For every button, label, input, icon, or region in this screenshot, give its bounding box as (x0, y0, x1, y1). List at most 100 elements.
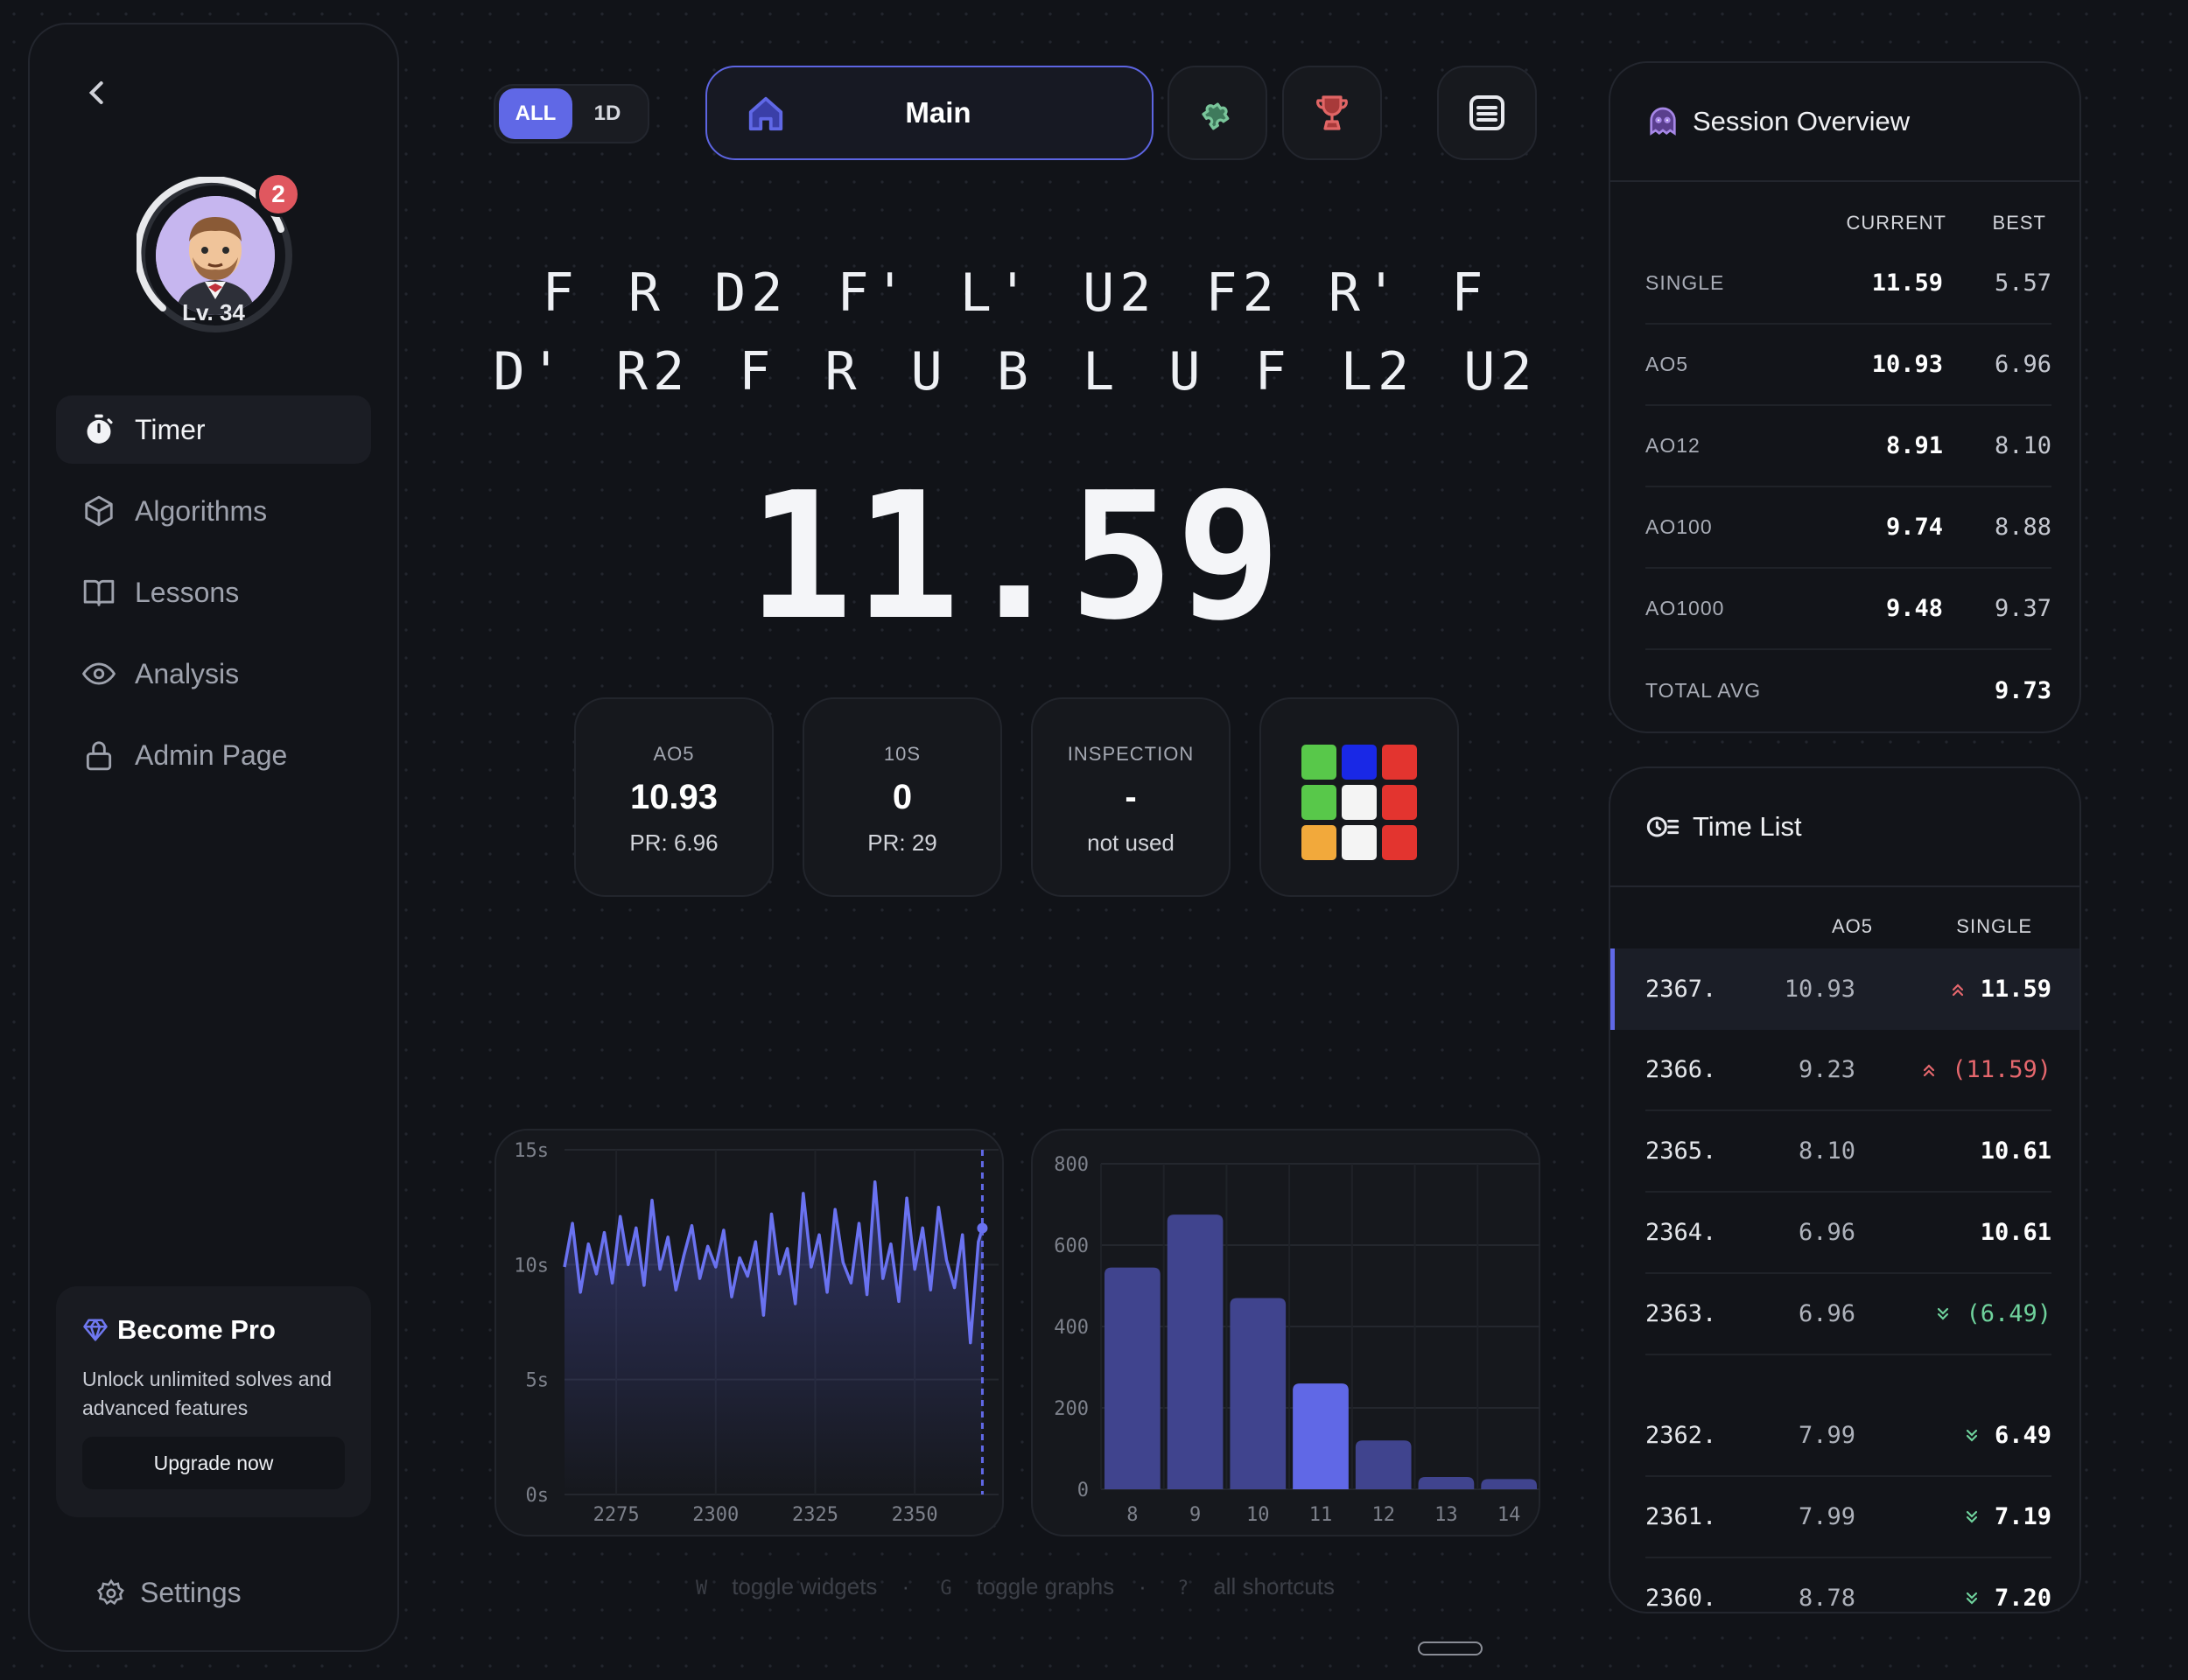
solve-single: (11.59) (1855, 1056, 2051, 1083)
y-tick-label: 15s (514, 1140, 549, 1162)
y-tick-label: 10s (514, 1255, 549, 1277)
trophy-button[interactable] (1282, 66, 1382, 160)
double-chevron-up-icon (1924, 1063, 1935, 1076)
panel-title: Session Overview (1693, 106, 1911, 136)
range-toggle: ALL 1D (494, 84, 649, 144)
gear-icon (96, 1578, 124, 1605)
x-tick-label: 2325 (792, 1504, 838, 1526)
bar (1230, 1298, 1287, 1489)
panel-header: Session Overview (1610, 63, 2079, 182)
overview-row[interactable]: SINGLE 11.59 5.57 (1645, 243, 2051, 325)
chevron-left-icon[interactable] (79, 74, 117, 112)
overview-current: 11.59 (1871, 270, 1943, 297)
x-tick-label: 11 (1309, 1504, 1333, 1526)
solve-single: 7.20 (1855, 1585, 2051, 1612)
bar (1418, 1477, 1475, 1489)
sidebar-item-lessons[interactable]: Lessons (56, 558, 371, 626)
overview-row[interactable]: TOTAL AVG 9.73 (1645, 650, 2051, 732)
avatar-level-ring[interactable] (137, 177, 294, 334)
overview-row[interactable]: AO1000 9.48 9.37 (1645, 569, 2051, 650)
upgrade-button[interactable]: Upgrade now (82, 1437, 345, 1489)
timer-display[interactable]: 11.59 (747, 455, 1284, 659)
time-list-row[interactable]: 2364. 6.96 10.61 (1645, 1193, 2051, 1274)
overview-row[interactable]: AO5 10.93 6.96 (1645, 325, 2051, 406)
solve-single-value: (11.59) (1952, 1056, 2051, 1083)
list-icon (1469, 95, 1504, 130)
cube-preview-card[interactable] (1259, 697, 1459, 897)
bar (1355, 1440, 1412, 1489)
x-tick-label: 9 (1189, 1504, 1201, 1526)
overview-best: 9.73 (1994, 677, 2051, 704)
solve-index: 2366. (1645, 1056, 1717, 1083)
stat-card-inspection: INSPECTION - not used (1031, 697, 1231, 897)
lock-icon (86, 741, 112, 771)
settings-button[interactable]: Settings (96, 1577, 242, 1609)
solve-ao5: 6.96 (1798, 1219, 1855, 1246)
time-list-row[interactable]: 2361. 7.99 7.19 (1645, 1477, 2051, 1558)
sidebar-item-algorithms[interactable]: Algorithms (56, 477, 371, 545)
bar-chart: 0 200 400 600 800 8 9 10 11 12 13 14 (1054, 1154, 1540, 1526)
sidebar-item-admin-page[interactable]: Admin Page (56, 721, 371, 789)
sidebar-item-analysis[interactable]: Analysis (56, 640, 371, 708)
home-indicator[interactable] (1418, 1642, 1483, 1656)
overview-best: 8.88 (1994, 514, 2051, 541)
y-tick-label: 0s (526, 1485, 550, 1507)
cube-sticker (1342, 785, 1377, 820)
panel-title: Time List (1693, 811, 1802, 842)
cube-sticker (1382, 745, 1417, 780)
time-list-row[interactable]: 2365. 8.10 10.61 (1645, 1111, 2051, 1193)
hint-label: toggle widgets (732, 1573, 878, 1600)
scramble-line-1: F R D2 F' L' U2 F2 R' F (542, 262, 1489, 324)
overview-best: 9.37 (1994, 595, 2051, 622)
cube-sticker (1382, 785, 1417, 820)
sidebar-item-timer[interactable]: Timer (56, 396, 371, 464)
session-selector[interactable]: Main (705, 66, 1154, 160)
overview-row[interactable]: AO100 9.74 8.88 (1645, 487, 2051, 569)
time-list-row[interactable]: 2363. 6.96 (6.49) (1645, 1274, 2051, 1355)
time-list-row[interactable]: 2362. 7.99 6.49 (1645, 1396, 2051, 1477)
menu-button[interactable] (1437, 66, 1537, 160)
overview-current: 9.48 (1885, 595, 1943, 622)
overview-metric: AO5 (1645, 353, 1689, 375)
range-1d-button[interactable]: 1D (593, 102, 621, 125)
overview-best: 8.10 (1994, 432, 2051, 459)
y-tick-label: 600 (1054, 1236, 1089, 1257)
solve-ao5: 10.93 (1784, 976, 1855, 1003)
x-tick-label: 14 (1497, 1504, 1521, 1526)
cube-sticker (1342, 825, 1377, 860)
y-tick-label: 5s (526, 1370, 550, 1392)
double-chevron-down-icon (1938, 1307, 1949, 1320)
solve-index: 2364. (1645, 1219, 1717, 1246)
double-chevron-down-icon (1966, 1510, 1978, 1523)
session-name: Main (905, 96, 971, 129)
solve-ao5: 8.78 (1798, 1585, 1855, 1612)
scramble[interactable]: F R D2 F' L' U2 F2 R' F D' R2 F R U B L … (490, 254, 1540, 411)
solve-single: 6.49 (1855, 1422, 2051, 1449)
cube-sticker (1382, 825, 1417, 860)
bar (1167, 1214, 1224, 1489)
series-line (563, 1180, 985, 1345)
eye-icon (82, 662, 116, 685)
sidebar-item-label: Timer (135, 413, 206, 445)
time-list-row[interactable]: 2360. 8.78 7.20 (1645, 1558, 2051, 1612)
solve-single-value: (6.49) (1966, 1300, 2051, 1327)
overview-row[interactable]: AO12 8.91 8.10 (1645, 406, 2051, 487)
overview-best: 5.57 (1994, 270, 2051, 297)
become-pro-card: Become Pro Unlock unlimited solves and a… (56, 1286, 371, 1517)
hint-label[interactable]: all shortcuts (1213, 1573, 1336, 1600)
notification-badge[interactable]: 2 (256, 172, 301, 217)
time-list-row[interactable]: 2367. 10.93 11.59 (1610, 948, 2079, 1030)
sidebar-item-label: Lessons (135, 576, 240, 608)
pro-description: Unlock unlimited solves and advanced fea… (82, 1368, 333, 1419)
stopwatch-icon (87, 414, 113, 444)
range-all-button[interactable]: ALL (499, 88, 572, 139)
sidebar-item-label: Admin Page (135, 738, 288, 771)
puzzle-button[interactable] (1168, 66, 1267, 160)
solve-index: 2365. (1645, 1138, 1717, 1165)
time-list-panel: Time List AO5 SINGLE 2367. 10.93 11.59 2366… (1609, 766, 2081, 1614)
y-tick-label: 800 (1054, 1154, 1089, 1176)
trophy-icon (1316, 95, 1348, 130)
time-list-row[interactable]: 2366. 9.23 (11.59) (1645, 1030, 2051, 1111)
solve-index: 2363. (1645, 1300, 1717, 1327)
